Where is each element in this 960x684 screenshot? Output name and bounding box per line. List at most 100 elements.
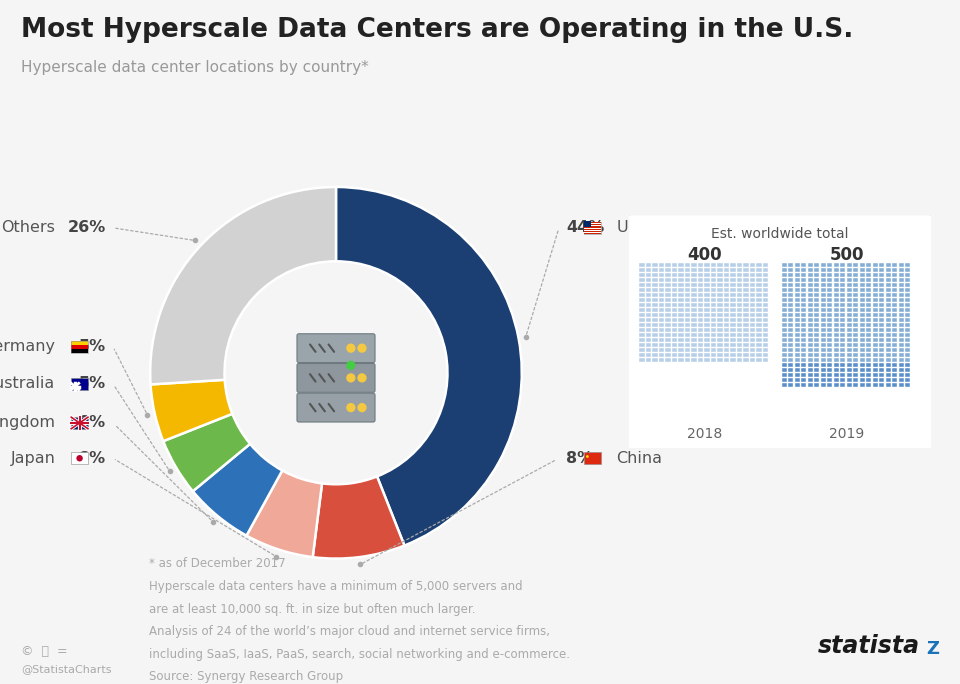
Bar bbox=[827, 363, 832, 367]
Bar bbox=[905, 373, 910, 377]
Bar bbox=[639, 272, 645, 276]
Bar bbox=[672, 347, 677, 352]
Bar bbox=[788, 338, 793, 341]
Bar bbox=[788, 282, 793, 287]
Bar bbox=[847, 382, 852, 386]
Bar bbox=[866, 367, 872, 371]
Bar bbox=[698, 293, 703, 297]
Wedge shape bbox=[150, 187, 336, 384]
Bar bbox=[840, 263, 846, 267]
Bar bbox=[691, 282, 697, 287]
Bar bbox=[840, 293, 846, 297]
Bar bbox=[737, 282, 742, 287]
Bar bbox=[801, 302, 806, 306]
Bar bbox=[905, 282, 910, 287]
Bar bbox=[821, 358, 826, 362]
Bar bbox=[899, 373, 903, 377]
Bar bbox=[653, 278, 658, 282]
Bar bbox=[717, 338, 723, 341]
Bar bbox=[756, 323, 761, 327]
Bar bbox=[795, 293, 800, 297]
Bar bbox=[646, 267, 651, 272]
Bar bbox=[840, 272, 846, 276]
Bar bbox=[833, 313, 839, 317]
Bar bbox=[859, 302, 865, 306]
Bar bbox=[731, 282, 735, 287]
Text: @StatistaCharts: @StatistaCharts bbox=[21, 663, 111, 674]
Bar bbox=[833, 272, 839, 276]
Bar bbox=[885, 278, 891, 282]
Bar bbox=[705, 302, 709, 306]
Bar bbox=[879, 282, 884, 287]
Text: Most Hyperscale Data Centers are Operating in the U.S.: Most Hyperscale Data Centers are Operati… bbox=[21, 17, 853, 43]
Bar bbox=[698, 338, 703, 341]
Bar bbox=[639, 282, 645, 287]
Bar bbox=[821, 347, 826, 352]
Bar bbox=[885, 367, 891, 371]
Bar bbox=[731, 358, 735, 362]
Bar bbox=[840, 378, 846, 382]
Bar bbox=[763, 317, 768, 321]
Bar bbox=[653, 267, 658, 272]
Bar bbox=[584, 230, 601, 231]
Bar bbox=[827, 338, 832, 341]
Bar bbox=[653, 313, 658, 317]
Bar bbox=[743, 272, 749, 276]
Bar bbox=[873, 347, 877, 352]
Bar bbox=[899, 278, 903, 282]
Bar bbox=[892, 278, 898, 282]
Bar bbox=[892, 373, 898, 377]
Bar bbox=[827, 267, 832, 272]
Bar bbox=[639, 352, 645, 356]
Bar bbox=[672, 278, 677, 282]
Bar bbox=[873, 278, 877, 282]
Bar bbox=[795, 308, 800, 312]
Bar bbox=[866, 272, 872, 276]
Bar bbox=[859, 293, 865, 297]
Bar bbox=[763, 293, 768, 297]
Bar bbox=[866, 267, 872, 272]
Bar bbox=[639, 263, 645, 267]
Bar bbox=[853, 282, 858, 287]
Bar bbox=[717, 282, 723, 287]
Bar bbox=[821, 263, 826, 267]
Bar bbox=[691, 328, 697, 332]
Bar bbox=[750, 328, 756, 332]
Bar bbox=[639, 358, 645, 362]
Bar bbox=[833, 367, 839, 371]
Bar bbox=[724, 267, 730, 272]
Bar bbox=[814, 367, 819, 371]
Bar bbox=[653, 272, 658, 276]
Bar bbox=[879, 367, 884, 371]
Bar bbox=[885, 298, 891, 302]
Bar bbox=[892, 263, 898, 267]
Bar bbox=[807, 298, 813, 302]
Bar bbox=[859, 313, 865, 317]
Bar bbox=[724, 302, 730, 306]
Bar bbox=[814, 338, 819, 341]
Bar bbox=[879, 323, 884, 327]
Bar bbox=[905, 347, 910, 352]
Bar bbox=[899, 298, 903, 302]
Bar bbox=[873, 302, 877, 306]
Bar bbox=[814, 332, 819, 337]
Bar bbox=[756, 298, 761, 302]
Circle shape bbox=[347, 403, 355, 412]
Bar bbox=[659, 282, 664, 287]
Bar bbox=[665, 313, 671, 317]
Bar bbox=[584, 232, 601, 233]
Bar bbox=[840, 343, 846, 347]
Bar bbox=[899, 308, 903, 312]
Bar bbox=[679, 302, 684, 306]
Bar bbox=[684, 298, 690, 302]
Bar bbox=[750, 272, 756, 276]
Bar bbox=[584, 226, 601, 227]
Bar bbox=[807, 293, 813, 297]
Bar bbox=[853, 328, 858, 332]
Bar bbox=[684, 332, 690, 337]
Bar bbox=[866, 302, 872, 306]
Bar bbox=[827, 323, 832, 327]
Circle shape bbox=[347, 360, 355, 370]
Bar bbox=[737, 347, 742, 352]
Bar bbox=[801, 272, 806, 276]
